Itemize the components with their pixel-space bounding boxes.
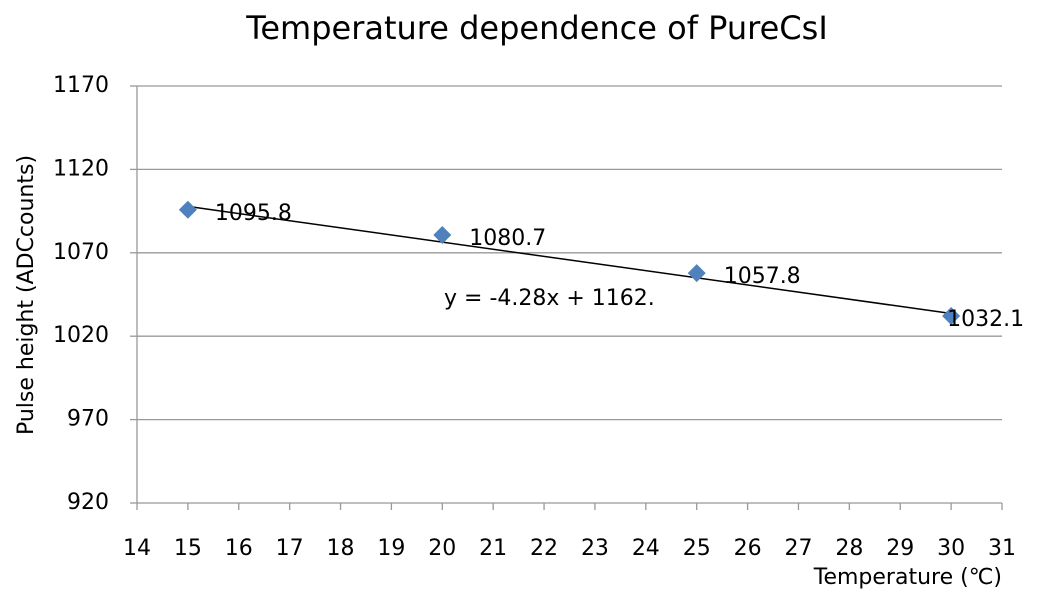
- x-tick-label: 25: [683, 536, 711, 561]
- y-tick-label: 1170: [53, 73, 109, 98]
- y-tick-label: 1020: [53, 323, 109, 348]
- data-label: 1032.1: [947, 307, 1024, 332]
- x-tick-label: 23: [581, 536, 609, 561]
- y-tick-label: 970: [67, 407, 109, 432]
- x-tick-label: 17: [276, 536, 304, 561]
- x-axis-label: Temperature (℃): [813, 565, 1002, 590]
- x-tick-label: 22: [530, 536, 558, 561]
- data-label: 1095.8: [215, 201, 292, 226]
- trendline: [187, 205, 952, 315]
- x-tick-label: 27: [784, 536, 812, 561]
- x-tick-label: 16: [225, 536, 253, 561]
- trendline-label: y = -4.28x + 1162.: [444, 286, 655, 311]
- x-tick-label: 26: [734, 536, 762, 561]
- x-tick-label: 19: [377, 536, 405, 561]
- x-tick-label: 20: [428, 536, 456, 561]
- marker: [178, 200, 197, 219]
- x-tick-label: 28: [835, 536, 863, 561]
- x-tick-label: 15: [174, 536, 202, 561]
- marker: [942, 307, 961, 326]
- x-tick-label: 24: [632, 536, 660, 561]
- x-tick-label: 21: [479, 536, 507, 561]
- chart-title: Temperature dependence of PureCsI: [245, 9, 828, 47]
- y-axis-label: Pulse height (ADCcounts): [14, 155, 39, 435]
- y-tick-label: 1070: [53, 240, 109, 265]
- x-tick-label: 14: [123, 536, 151, 561]
- x-tick-label: 18: [327, 536, 355, 561]
- y-tick-label: 920: [67, 490, 109, 515]
- data-label: 1080.7: [469, 226, 546, 251]
- x-tick-label: 30: [937, 536, 965, 561]
- x-tick-label: 29: [886, 536, 914, 561]
- data-label: 1057.8: [724, 264, 801, 289]
- y-tick-label: 1120: [53, 156, 109, 181]
- marker: [687, 264, 706, 283]
- marker: [433, 225, 452, 244]
- x-tick-label: 31: [988, 536, 1016, 561]
